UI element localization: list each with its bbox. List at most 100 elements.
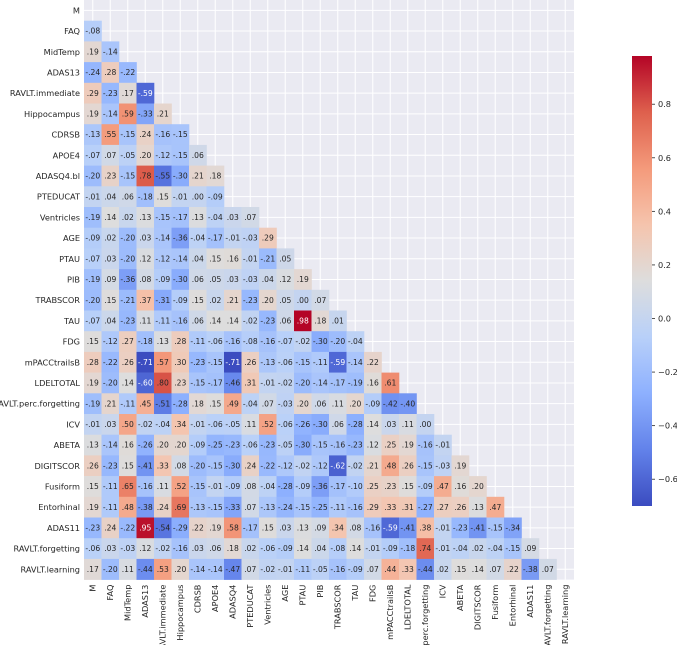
cell-value-label: -.14 <box>313 379 328 388</box>
y-tick-label: TRABSCOR <box>35 295 81 305</box>
heatmap-cell <box>381 455 400 477</box>
heatmap-cell <box>171 414 190 435</box>
cell-value-label: -.23 <box>225 441 240 450</box>
heatmap-cell <box>189 434 207 456</box>
heatmap-cell <box>119 455 137 477</box>
heatmap-cell <box>189 538 207 560</box>
heatmap-cell <box>136 455 155 477</box>
cell-value-label: .15 <box>209 399 221 408</box>
y-tick-label: LDELTOTAL <box>35 378 81 388</box>
heatmap-cell <box>224 227 242 249</box>
cell-value-label: -.09 <box>348 565 363 574</box>
heatmap-cell <box>84 434 102 456</box>
heatmap-cell <box>189 227 207 249</box>
y-tick-label: M <box>73 5 80 15</box>
heatmap-cell <box>399 455 417 477</box>
x-tick-label: RAVLT.perc.forgetting <box>420 585 430 645</box>
cell-value-label: -.02 <box>295 461 310 470</box>
heatmap-cell <box>224 414 242 435</box>
heatmap-cell <box>469 517 487 539</box>
x-tick-label: TAU <box>350 585 360 602</box>
cell-value-label: -.01 <box>435 441 450 450</box>
cell-value-label: .69 <box>174 503 186 512</box>
cell-value-label: -.26 <box>138 441 153 450</box>
heatmap-cell <box>136 227 155 249</box>
cell-value-label: .12 <box>367 441 379 450</box>
cell-value-label: -.06 <box>278 420 293 429</box>
cell-value-label: -.23 <box>243 296 258 305</box>
cell-value-label: .08 <box>349 523 361 532</box>
heatmap-cell <box>101 414 120 435</box>
cell-value-label: .15 <box>454 565 466 574</box>
heatmap-cell <box>294 496 312 518</box>
cell-value-label: -.30 <box>313 337 328 346</box>
cell-value-label: .15 <box>262 523 274 532</box>
heatmap-cell <box>171 165 190 187</box>
heatmap-cell <box>171 538 190 560</box>
heatmap-cell <box>101 227 120 249</box>
cell-value-label: -.14 <box>208 565 223 574</box>
heatmap-cell <box>329 517 347 539</box>
heatmap-cell <box>311 558 330 580</box>
x-tick-label: PTAU <box>298 585 308 606</box>
heatmap-cell <box>171 227 190 249</box>
cell-value-label: -.20 <box>295 379 310 388</box>
heatmap-cell <box>206 227 225 249</box>
cell-value-label: -.12 <box>155 151 170 160</box>
heatmap-cell <box>154 227 172 249</box>
cell-value-label: -.36 <box>120 275 135 284</box>
cell-value-label: -.01 <box>190 420 205 429</box>
heatmap-cell <box>101 496 120 518</box>
heatmap-cell <box>364 517 382 539</box>
heatmap-cell <box>381 434 400 456</box>
heatmap-cell <box>346 517 365 539</box>
heatmap-cell <box>154 517 172 539</box>
cell-value-label: -.13 <box>260 503 275 512</box>
heatmap-cell <box>119 144 137 166</box>
y-tick-label: FDG <box>63 337 80 347</box>
heatmap-cell <box>294 351 312 373</box>
y-tick-label: Entorhinal <box>38 502 80 512</box>
cell-value-label: .11 <box>122 565 134 574</box>
cell-value-label: -.34 <box>505 523 520 532</box>
cell-value-label: -.09 <box>85 234 100 243</box>
heatmap-cell <box>154 310 172 332</box>
cell-value-label: -.21 <box>120 296 135 305</box>
x-tick-label: RAVLT.learning <box>560 585 570 645</box>
cell-value-label: .03 <box>139 234 151 243</box>
cell-value-label: -.14 <box>190 565 205 574</box>
heatmap-cell <box>101 103 120 125</box>
cell-value-label: -.15 <box>155 213 170 222</box>
cell-value-label: -.15 <box>208 358 223 367</box>
cell-value-label: .07 <box>244 213 256 222</box>
cell-value-label: .21 <box>227 296 239 305</box>
cell-value-label: -.01 <box>85 192 100 201</box>
cell-value-label: .06 <box>332 420 344 429</box>
heatmap-cell <box>259 289 277 311</box>
heatmap-cell <box>154 558 172 580</box>
cell-value-label: .57 <box>157 358 169 367</box>
cell-value-label: -.15 <box>488 523 503 532</box>
colorbar-tick-label: 0.6 <box>658 153 671 163</box>
cell-value-label: -.23 <box>260 316 275 325</box>
heatmap-cell <box>136 517 155 539</box>
cell-value-label: -.22 <box>120 523 135 532</box>
x-tick-label: FAQ <box>105 585 115 601</box>
cell-value-label: -.07 <box>85 254 100 263</box>
cell-value-label: .22 <box>192 523 204 532</box>
cell-value-label: -.03 <box>243 234 258 243</box>
heatmap-cell <box>101 248 120 270</box>
heatmap-cell <box>189 496 207 518</box>
cell-value-label: -.04 <box>243 399 258 408</box>
cell-value-label: .16 <box>367 379 379 388</box>
heatmap-cell <box>469 476 487 498</box>
heatmap-cell <box>136 186 155 208</box>
heatmap-cell <box>241 372 260 394</box>
heatmap-cell <box>294 476 312 498</box>
cell-value-label: -.05 <box>120 151 135 160</box>
heatmap-cell <box>101 434 120 456</box>
heatmap-cell <box>311 393 330 415</box>
cell-value-label: -.20 <box>330 337 345 346</box>
heatmap-cell <box>136 144 155 166</box>
cell-value-label: .23 <box>104 172 116 181</box>
